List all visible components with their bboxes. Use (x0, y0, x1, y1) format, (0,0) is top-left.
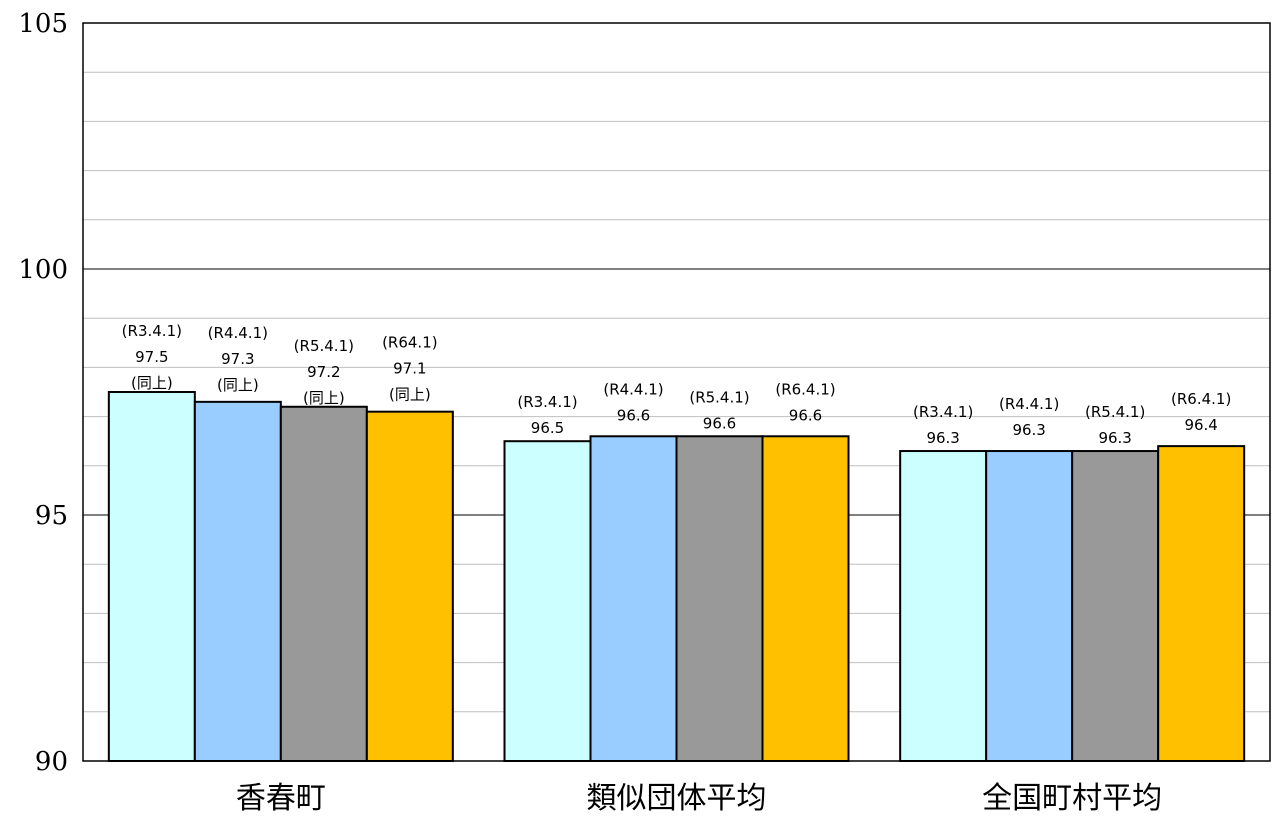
data-label: 96.6 (617, 406, 650, 424)
data-label: (R5.4.1) (689, 388, 749, 406)
bar (503, 440, 592, 762)
bar (365, 410, 454, 762)
y-tick-label: 100 (18, 255, 68, 285)
bar (279, 405, 368, 762)
data-label: 96.3 (1012, 421, 1045, 439)
data-label: (同上) (303, 389, 345, 407)
data-label: (R3.4.1) (913, 403, 973, 421)
data-label: (R4.4.1) (208, 324, 268, 342)
data-label: 96.6 (703, 414, 736, 432)
data-label: (R5.4.1) (294, 337, 354, 355)
data-label: (R64.1) (382, 334, 438, 352)
y-tick-label: 105 (18, 9, 68, 39)
data-label: (R3.4.1) (517, 393, 577, 411)
data-label: 97.3 (221, 350, 254, 368)
bar (675, 435, 764, 762)
data-label: 96.6 (789, 406, 822, 424)
data-label: (R3.4.1) (122, 322, 182, 340)
bar (1157, 445, 1246, 762)
data-label: 96.3 (926, 429, 959, 447)
bar (899, 450, 988, 762)
plot-area-border (82, 22, 1271, 762)
data-label: 96.3 (1098, 429, 1131, 447)
x-axis-categories: 香春町 類似団体平均 全国町村平均 (236, 781, 1162, 816)
bars (107, 391, 1246, 762)
x-category-label: 香春町 (236, 781, 326, 816)
data-label: (同上) (131, 374, 173, 392)
data-label: (同上) (389, 386, 431, 404)
x-category-label: 類似団体平均 (587, 781, 767, 816)
data-label: 97.2 (307, 363, 340, 381)
bar (761, 435, 850, 762)
x-category-label: 全国町村平均 (982, 781, 1162, 816)
bar (1071, 450, 1160, 762)
data-label: 96.4 (1184, 416, 1217, 434)
bar (193, 400, 282, 762)
y-tick-label: 95 (35, 501, 68, 531)
data-label: 97.1 (393, 360, 426, 378)
y-axis-ticks: 90 95 100 105 (18, 9, 68, 777)
data-labels: (R3.4.1) 97.5 (同上) (R4.4.1) 97.3 (同上) (R5.4.1)… (122, 322, 1232, 447)
data-label: 96.5 (531, 419, 564, 437)
y-tick-label: 90 (35, 747, 68, 777)
data-label: 97.5 (135, 348, 168, 366)
data-label: (同上) (217, 376, 259, 394)
bar (107, 391, 196, 762)
data-label: (R5.4.1) (1085, 403, 1145, 421)
data-label: (R6.4.1) (1171, 390, 1231, 408)
data-label: (R4.4.1) (999, 395, 1059, 413)
bar (985, 450, 1074, 762)
data-label: (R6.4.1) (775, 380, 835, 398)
data-label: (R4.4.1) (603, 380, 663, 398)
bar (589, 435, 678, 762)
